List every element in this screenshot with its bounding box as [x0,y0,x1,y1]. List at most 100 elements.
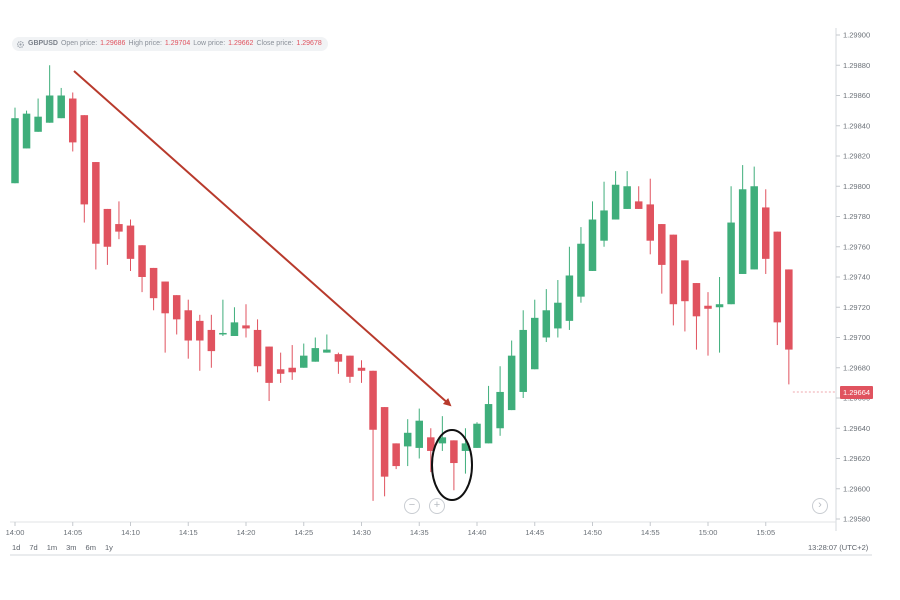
y-tick-label: 1.29800 [843,182,870,191]
trend-arrow [73,70,452,407]
y-tick-label: 1.29600 [843,484,870,493]
minus-icon: − [408,499,416,511]
scroll-right-button[interactable]: › [812,498,828,514]
bear-candle [92,162,100,244]
bear-candle [276,369,285,374]
bull-candle [727,222,735,305]
symbol-label: GBPUSD [28,40,58,47]
bull-candle [11,118,19,184]
x-tick-label: 14:30 [352,528,371,537]
y-tick-label: 1.29840 [843,121,870,130]
x-tick-label: 14:10 [121,528,140,537]
y-tick-label: 1.29780 [843,212,870,221]
range-7d-button[interactable]: 7d [29,543,38,552]
bear-candle [196,320,204,341]
bear-candle [184,310,192,341]
bull-candle [496,391,504,429]
x-tick-label: 14:25 [294,528,313,537]
bull-candle [230,322,239,336]
bull-candle [22,113,31,149]
bull-candle [554,302,562,329]
bull-candle [519,329,527,392]
y-tick-label: 1.29860 [843,91,870,100]
plus-icon: + [433,499,441,511]
x-tick-label: 14:20 [237,528,256,537]
bull-candle [750,186,758,270]
y-tick-label: 1.29680 [843,363,870,372]
bull-candle [484,404,493,444]
y-tick-label: 1.29700 [843,333,870,342]
x-tick-label: 14:35 [410,528,429,537]
bear-candle [369,370,377,430]
bull-candle [311,348,320,362]
low-label: Low price: [193,40,226,47]
x-tick-label: 14:15 [179,528,198,537]
bear-candle [138,245,146,277]
bear-candle [346,355,354,377]
bear-candle [427,437,435,451]
bull-candle [600,210,608,241]
bull-candle [507,355,516,411]
low-value: 1.29662 [228,40,254,47]
y-tick-label: 1.29880 [843,61,870,70]
bull-candle [542,310,551,338]
bull-candle [415,420,423,448]
bull-candle [219,332,227,335]
y-tick-label: 1.29580 [843,515,870,524]
bear-candle [253,329,262,367]
bear-candle [773,231,782,323]
bull-candle [57,95,65,119]
bull-candle [300,355,308,368]
bear-candle [172,295,181,320]
bear-candle [149,267,158,299]
bull-candle [323,349,331,353]
bear-candle [161,281,169,314]
y-tick-label: 1.29620 [843,454,870,463]
bear-candle [126,225,135,259]
bear-candle [103,208,112,247]
range-6m-button[interactable]: 6m [85,543,96,552]
zoom-in-button[interactable]: + [429,498,445,514]
bull-candle [715,304,724,308]
bull-candle [577,243,585,297]
x-tick-label: 15:05 [756,528,775,537]
bear-candle [80,115,89,205]
bear-candle [265,346,273,383]
bear-candle [681,260,689,302]
bear-candle [242,325,250,329]
zoom-out-button[interactable]: − [404,498,420,514]
close-label: Close price: [256,40,294,47]
bull-candle [438,437,447,444]
x-tick-label: 15:00 [699,528,718,537]
open-value: 1.29686 [100,40,126,47]
bear-candle [762,207,770,259]
bear-candle [69,98,77,143]
y-tick-label: 1.29640 [843,424,870,433]
bull-candle [403,432,412,447]
x-tick-label: 14:40 [468,528,487,537]
bear-candle [115,224,123,232]
bull-candle [738,189,747,274]
bear-candle [357,367,366,371]
bear-candle [658,224,666,265]
bear-candle [704,305,712,309]
bull-candle [34,116,42,132]
x-tick-label: 14:55 [641,528,660,537]
y-tick-label: 1.29720 [843,303,870,312]
bull-candle [461,443,470,451]
range-1y-button[interactable]: 1y [104,543,113,552]
bear-candle [692,283,701,317]
bear-candle [646,204,654,241]
range-3m-button[interactable]: 3m [66,543,77,552]
bull-candle [45,95,54,123]
range-1d-button[interactable]: 1d [12,543,21,552]
ohlc-info-bar: GBPUSD Open price: 1.29686 High price: 1… [12,37,328,51]
bull-candle [588,219,597,271]
range-1m-button[interactable]: 1m [46,543,58,552]
gear-icon[interactable] [16,40,25,49]
bear-candle [207,329,216,352]
bear-candle [288,367,296,373]
x-tick-label: 14:00 [6,528,25,537]
